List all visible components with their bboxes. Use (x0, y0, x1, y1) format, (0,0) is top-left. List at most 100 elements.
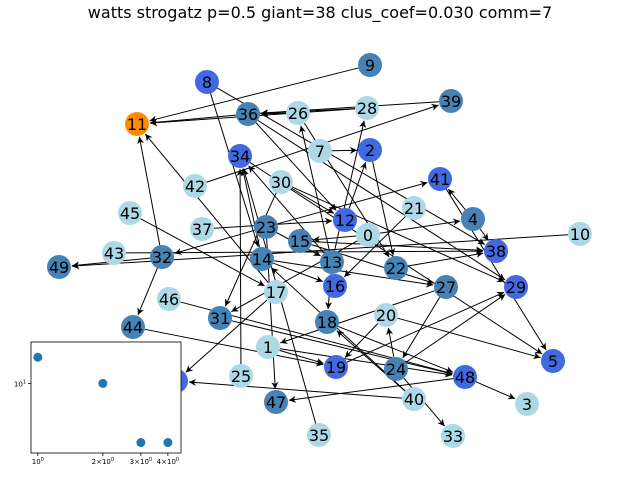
node-circle (441, 424, 465, 448)
node-label: 11 (127, 115, 147, 134)
edge-27-1 (280, 290, 435, 344)
node-circle (453, 365, 477, 389)
node-45: 45 (118, 201, 142, 225)
node-22: 22 (384, 256, 408, 280)
inset-point (98, 378, 108, 388)
node-label: 28 (357, 99, 377, 118)
node-circle (541, 349, 565, 373)
edge-27-24 (402, 296, 441, 359)
node-43: 43 (102, 241, 126, 265)
node-circle (286, 101, 310, 125)
edge-17-11 (144, 133, 269, 284)
node-label: 3 (522, 395, 532, 414)
node-4: 4 (461, 207, 485, 231)
node-circle (402, 387, 426, 411)
node-circle (355, 96, 379, 120)
node-20: 20 (374, 303, 398, 327)
node-17: 17 (264, 280, 288, 304)
node-30: 30 (269, 170, 293, 194)
edge-0-4 (379, 218, 461, 234)
node-circle (269, 170, 293, 194)
node-label: 1 (263, 338, 273, 357)
node-37: 37 (190, 217, 214, 241)
node-label: 25 (231, 367, 251, 386)
node-48: 48 (453, 365, 477, 389)
edge-36-11 (149, 114, 237, 126)
edge-40-14 (271, 267, 406, 392)
node-circle (250, 247, 274, 271)
node-circle (434, 275, 458, 299)
edge-45-17 (140, 218, 265, 287)
node-label: 12 (335, 211, 355, 230)
node-24: 24 (384, 357, 408, 381)
node-label: 20 (376, 306, 396, 325)
node-2: 2 (358, 138, 382, 162)
node-label: 5 (548, 352, 558, 371)
edge-23-41 (277, 180, 428, 225)
node-7: 7 (308, 139, 332, 163)
node-49: 49 (47, 255, 71, 279)
inset-x-tick-label: 3×100 (130, 457, 152, 466)
node-27: 27 (434, 275, 458, 299)
node-label: 7 (315, 142, 325, 161)
node-circle (190, 217, 214, 241)
node-18: 18 (315, 310, 339, 334)
node-19: 19 (324, 355, 348, 379)
edge-17-hidden (185, 299, 268, 373)
node-circle (229, 364, 253, 388)
node-circle (568, 222, 592, 246)
inset-point (163, 438, 173, 448)
node-label: 18 (317, 313, 337, 332)
node-11: 11 (125, 112, 149, 136)
node-29: 29 (504, 275, 528, 299)
node-circle (307, 423, 331, 447)
edge-14-27 (273, 260, 434, 288)
edge-48-47 (288, 378, 454, 403)
edge-25-34 (236, 168, 244, 365)
edge-15-38 (311, 241, 484, 254)
node-label: 23 (256, 218, 276, 237)
node-23: 23 (254, 215, 278, 239)
node-35: 35 (307, 423, 331, 447)
node-label: 4 (468, 210, 478, 229)
node-13: 13 (320, 250, 344, 274)
edge-2-22 (372, 161, 396, 256)
edge-41-5 (445, 188, 547, 351)
edge-8-38 (217, 87, 486, 245)
edge-20-5 (397, 317, 541, 360)
edge-40-hidden (188, 379, 403, 399)
node-label: 43 (104, 244, 124, 263)
node-label: 14 (252, 250, 272, 269)
node-33: 33 (441, 424, 465, 448)
node-label: 46 (159, 290, 179, 309)
node-circle (320, 250, 344, 274)
node-circle (150, 245, 174, 269)
node-5: 5 (541, 349, 565, 373)
inset-x-tick-label: 100 (32, 457, 44, 466)
node-circle (125, 112, 149, 136)
edge-0-15 (312, 235, 357, 243)
node-circle (118, 201, 142, 225)
edge-24-29 (405, 293, 506, 363)
node-26: 26 (286, 101, 310, 125)
node-circle (264, 280, 288, 304)
node-label: 24 (386, 360, 406, 379)
edge-31-48 (231, 320, 453, 376)
node-41: 41 (428, 167, 452, 191)
node-circle (504, 275, 528, 299)
node-46: 46 (157, 287, 181, 311)
edge-18-48 (337, 325, 454, 373)
edge-22-38 (407, 250, 484, 267)
edge-30-31 (224, 192, 277, 307)
edge-4-38 (479, 228, 489, 241)
node-circle (402, 196, 426, 220)
node-label: 16 (325, 277, 345, 296)
node-circle (439, 89, 463, 113)
edge-30-12 (291, 187, 335, 214)
inset-frame (30, 341, 182, 454)
node-circle (358, 53, 382, 77)
node-circle (256, 335, 280, 359)
node-circle (254, 215, 278, 239)
node-label: 21 (404, 199, 424, 218)
edge-36-29 (257, 120, 506, 281)
